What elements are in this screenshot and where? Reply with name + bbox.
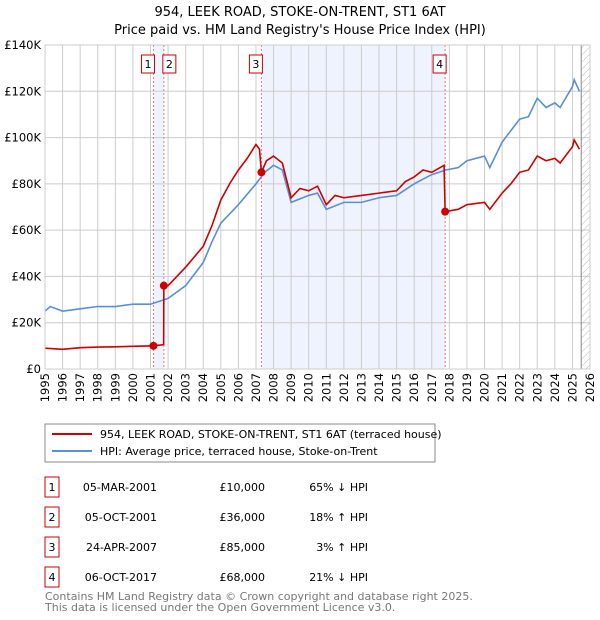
- x-tick-label: 2020: [478, 373, 492, 402]
- x-tick-label: 2018: [442, 373, 456, 402]
- x-tick-label: 2021: [495, 373, 509, 402]
- table-row-date: 05-MAR-2001: [83, 481, 157, 494]
- forecast-region: [581, 45, 590, 369]
- y-tick-label: £140K: [4, 38, 41, 52]
- x-tick-label: 2023: [530, 373, 544, 402]
- y-tick-label: £80K: [12, 177, 42, 191]
- x-tick-label: 2014: [372, 373, 386, 402]
- x-tick-label: 2006: [231, 373, 245, 402]
- x-tick-label: 2013: [354, 373, 368, 402]
- table-row-number: 1: [49, 481, 56, 494]
- x-tick-label: 2015: [390, 373, 404, 402]
- x-tick-label: 1996: [56, 373, 70, 402]
- sale-point[interactable]: [159, 281, 168, 290]
- x-tick-label: 2003: [179, 373, 193, 402]
- legend-label-hpi: HPI: Average price, terraced house, Stok…: [100, 445, 378, 458]
- y-tick-label: £60K: [12, 223, 42, 237]
- sale-number: 2: [166, 58, 173, 71]
- sale-number-box: [432, 54, 447, 74]
- x-tick-label: 1995: [38, 373, 52, 402]
- x-tick-label: 2005: [214, 373, 228, 402]
- table-row-number-box: [44, 566, 60, 588]
- x-tick-label: 2009: [284, 373, 298, 402]
- table-row-hpi: 18% ↑ HPI: [309, 511, 368, 524]
- x-tick-label: 2011: [319, 373, 333, 402]
- x-tick-label: 2007: [249, 373, 263, 402]
- x-tick-label: 2002: [161, 373, 175, 402]
- table-row-date: 06-OCT-2017: [85, 571, 157, 584]
- table-row-price: £10,000: [220, 481, 266, 494]
- table-row-hpi: 65% ↓ HPI: [309, 481, 368, 494]
- chart-title: 954, LEEK ROAD, STOKE-ON-TRENT, ST1 6AT: [154, 5, 445, 20]
- sale-number-box: [140, 54, 155, 74]
- x-tick-label: 1997: [73, 373, 87, 402]
- x-tick-label: 2024: [548, 373, 562, 402]
- legend-label-property: 954, LEEK ROAD, STOKE-ON-TRENT, ST1 6AT …: [100, 428, 442, 441]
- legend: [44, 423, 436, 463]
- x-tick-label: 1999: [108, 373, 122, 402]
- table-row-number-box: [44, 536, 60, 558]
- y-tick-label: £100K: [4, 131, 41, 145]
- y-tick-label: £20K: [12, 316, 42, 330]
- sale-number-box: [162, 54, 177, 74]
- footer-line-2: This data is licensed under the Open Gov…: [44, 601, 395, 614]
- sale-point[interactable]: [441, 207, 450, 216]
- x-tick-label: 1998: [91, 373, 105, 402]
- table-row-number: 4: [49, 571, 56, 584]
- series-line-hpi: [44, 77, 581, 312]
- x-tick-label: 2019: [460, 373, 474, 402]
- table-row-price: £36,000: [220, 511, 266, 524]
- x-tick-label: 2026: [583, 373, 597, 402]
- table-row-hpi: 21% ↓ HPI: [309, 571, 368, 584]
- y-tick-label: £0: [26, 362, 41, 376]
- sale-number-box: [248, 54, 263, 74]
- table-row-number: 2: [49, 511, 56, 524]
- footer-line-1: Contains HM Land Registry data © Crown c…: [45, 590, 473, 603]
- x-tick-label: 2025: [565, 373, 579, 402]
- sale-point[interactable]: [149, 341, 158, 350]
- shaded-period: [261, 45, 446, 369]
- y-tick-label: £40K: [12, 269, 42, 283]
- sale-number: 3: [252, 58, 259, 71]
- x-tick-label: 2017: [425, 373, 439, 402]
- x-tick-label: 2004: [196, 373, 210, 402]
- x-tick-label: 2016: [407, 373, 421, 402]
- sale-number: 1: [144, 58, 151, 71]
- table-row-hpi: 3% ↑ HPI: [316, 541, 368, 554]
- sale-number: 4: [436, 58, 443, 71]
- table-row-number: 3: [49, 541, 56, 554]
- table-row-price: £68,000: [220, 571, 266, 584]
- y-tick-label: £120K: [4, 84, 41, 98]
- table-row-number-box: [44, 476, 60, 498]
- x-tick-label: 2000: [126, 373, 140, 402]
- x-tick-label: 2008: [267, 373, 281, 402]
- x-tick-label: 2022: [513, 373, 527, 402]
- plot-frame: [44, 44, 591, 370]
- shaded-period: [153, 45, 164, 369]
- table-row-number-box: [44, 506, 60, 528]
- x-tick-label: 2010: [302, 373, 316, 402]
- table-row-date: 24-APR-2007: [86, 541, 157, 554]
- chart-subtitle: Price paid vs. HM Land Registry's House …: [114, 23, 486, 38]
- table-row-price: £85,000: [220, 541, 266, 554]
- table-row-date: 05-OCT-2001: [85, 511, 157, 524]
- x-tick-label: 2001: [143, 373, 157, 402]
- sale-point[interactable]: [257, 168, 266, 177]
- x-tick-label: 2012: [337, 373, 351, 402]
